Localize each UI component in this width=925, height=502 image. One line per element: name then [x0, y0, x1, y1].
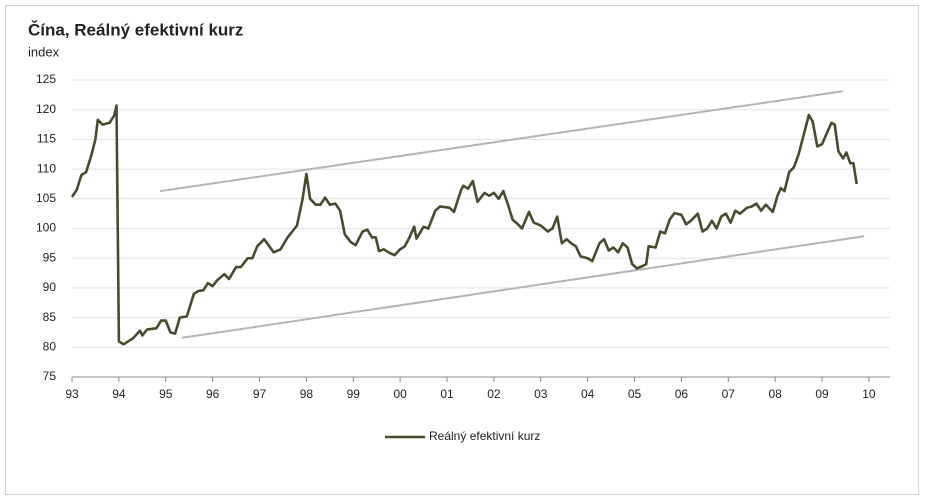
y-tick-label: 75: [43, 369, 57, 383]
y-tick-label: 125: [36, 72, 56, 86]
x-tick-label: 99: [347, 387, 361, 401]
y-tick-label: 110: [37, 161, 56, 175]
x-tick-label: 95: [159, 387, 173, 401]
y-tick-label: 85: [43, 310, 57, 324]
x-tick-label: 04: [581, 387, 595, 401]
x-tick-label: 09: [815, 387, 829, 401]
legend-label: Reálný efektivní kurz: [429, 429, 540, 443]
y-tick-label: 80: [43, 339, 57, 353]
x-tick-label: 93: [65, 387, 79, 401]
y-tick-label: 95: [43, 250, 57, 264]
x-tick-label: 00: [393, 387, 407, 401]
x-tick-label: 06: [675, 387, 689, 401]
y-axis-label: index: [28, 44, 60, 59]
y-tick-label: 90: [43, 280, 57, 294]
x-tick-label: 96: [206, 387, 220, 401]
x-tick-label: 97: [253, 387, 267, 401]
x-tick-label: 01: [440, 387, 454, 401]
y-tick-label: 105: [36, 191, 56, 205]
y-tick-label: 100: [36, 221, 56, 235]
chart-title: Čína, Reálný efektivní kurz: [28, 20, 243, 39]
frame: [5, 5, 919, 495]
x-tick-label: 03: [534, 387, 548, 401]
trend-line: [159, 90, 843, 193]
x-tick-label: 10: [862, 387, 876, 401]
data-line: [70, 104, 858, 346]
x-tick-label: 94: [112, 387, 126, 401]
x-tick-label: 07: [722, 387, 736, 401]
x-tick-label: 02: [487, 387, 501, 401]
y-tick-label: 115: [37, 132, 56, 146]
x-tick-label: 08: [768, 387, 782, 401]
x-tick-label: 05: [628, 387, 642, 401]
y-tick-label: 120: [36, 102, 56, 116]
x-tick-label: 98: [300, 387, 314, 401]
trend-line: [182, 235, 865, 339]
